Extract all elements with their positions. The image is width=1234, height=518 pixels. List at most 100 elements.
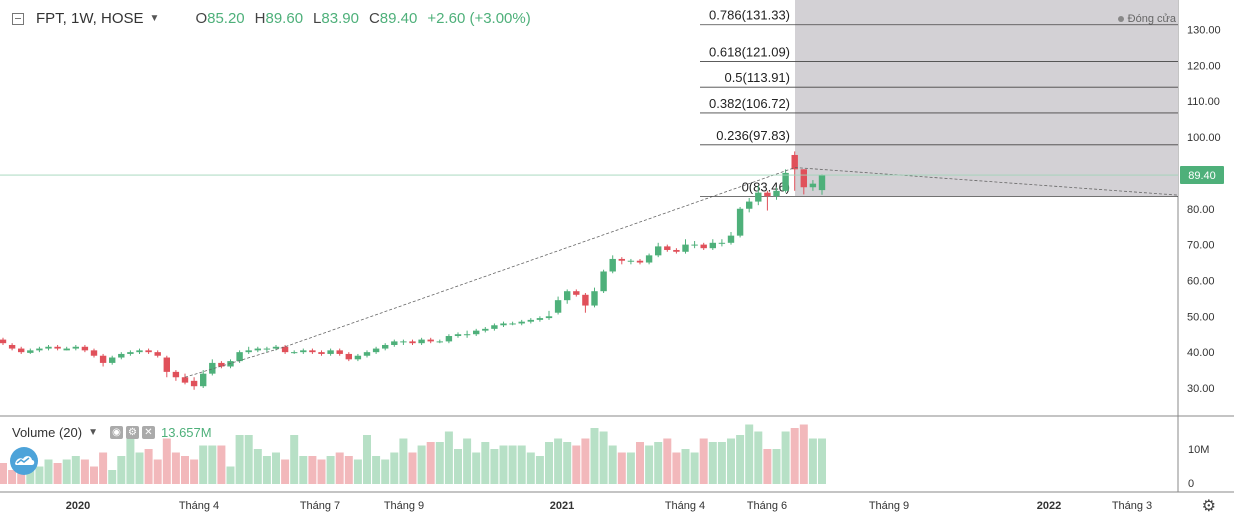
candle-body [645,255,653,263]
volume-bar [290,435,299,484]
volume-bar [253,449,262,484]
volume-bar [199,445,208,484]
candle-body [127,352,134,354]
volume-header: Volume (20) ▼ ◉ ⚙ ✕ 13.657M [12,425,212,440]
candle-body [163,357,170,372]
volume-bar [62,459,71,484]
candle-body [800,169,807,188]
tradingview-logo-icon[interactable] [10,447,38,475]
candle-body [463,334,471,336]
volume-bar [135,452,144,484]
candle-body [709,242,716,249]
volume-bar [117,456,126,484]
volume-tick-label: 10M [1188,444,1209,456]
trendline[interactable] [184,167,1179,378]
candle-body [345,353,352,360]
time-tick-label: Tháng 9 [869,500,909,512]
eye-icon[interactable]: ◉ [110,426,123,439]
candle-body [172,371,180,378]
volume-bar [435,442,444,484]
chevron-down-icon[interactable]: ▼ [149,13,160,24]
volume-bar [590,428,599,484]
candle-body [281,346,289,353]
volume-bar [663,438,672,484]
candle-body [154,352,161,356]
volume-bar [808,438,817,484]
candle-body [354,355,362,360]
volume-bar [390,452,399,484]
candle-body [81,346,89,351]
candle-body [309,350,316,353]
volume-bar [0,463,7,484]
volume-bar [353,459,362,484]
legend-dot-icon [1117,16,1124,22]
candle-body [755,192,762,202]
volume-bar [153,459,162,484]
candle-body [336,350,343,354]
gear-icon[interactable]: ⚙ [126,426,139,439]
volume-bar [226,466,235,484]
volume-bar [326,456,335,484]
close-icon[interactable]: ✕ [142,426,155,439]
volume-bar [545,442,553,484]
volume-bar [35,466,44,484]
volume-bar [208,445,217,484]
volume-bar [372,456,381,484]
candle-body [272,346,280,349]
chevron-down-icon[interactable]: ▼ [88,427,98,438]
candle-body [227,361,234,367]
collapse-icon[interactable] [12,12,24,25]
time-tick-label: Tháng 4 [665,500,705,512]
price-tick-label: 120.00 [1187,60,1221,72]
volume-bar [381,459,390,484]
candle-body [655,246,662,256]
volume-bar [317,459,326,484]
open-label: O [195,10,208,27]
volume-series [0,424,826,484]
volume-bar [417,445,426,484]
candle-body [782,172,789,191]
candle-body [18,348,25,353]
volume-bar [754,431,763,484]
candle-body [236,352,243,362]
volume-bar [535,456,544,484]
volume-bar [171,452,180,484]
candlestick-series [0,151,826,390]
volume-bar [80,459,89,484]
volume-bar [281,459,290,484]
candle-body [509,323,516,325]
volume-label[interactable]: Volume (20) [12,425,83,440]
volume-bar [217,445,226,484]
volume-bar [335,452,344,484]
candle-body [99,355,107,363]
fib-label: 0.618(121.09) [709,44,790,59]
candle-body [554,300,562,313]
candle-body [300,350,307,353]
fib-label: 0.786(131.33) [709,8,790,23]
volume-bar [563,442,572,484]
volume-bar [90,466,98,484]
symbol-label[interactable]: FPT, 1W, HOSE [36,10,144,27]
candle-body [636,260,644,263]
volume-bar [344,456,353,484]
volume-tick-label: 0 [1188,478,1194,490]
candle-body [809,183,817,188]
volume-bar [399,438,408,484]
candle-body [181,377,189,383]
volume-bar [790,428,799,484]
candle-body [818,175,826,191]
candle-body [427,339,434,342]
candle-body [218,362,225,367]
candle-body [118,353,125,358]
volume-bar [108,470,117,484]
time-tick-label: Tháng 4 [179,500,219,512]
volume-bar [235,435,244,484]
candle-body [63,348,70,351]
symbol-header: FPT, 1W, HOSE ▼ O85.20 H89.60 L83.90 C89… [12,10,531,27]
volume-bar [454,449,462,484]
fibonacci-levels: 0(83.46) 0.236(97.83) 0.382(106.72) 0.5(113… [700,8,1178,197]
candle-body [527,319,534,322]
volume-bar [781,431,790,484]
gear-icon[interactable]: ⚙ [1201,498,1216,515]
